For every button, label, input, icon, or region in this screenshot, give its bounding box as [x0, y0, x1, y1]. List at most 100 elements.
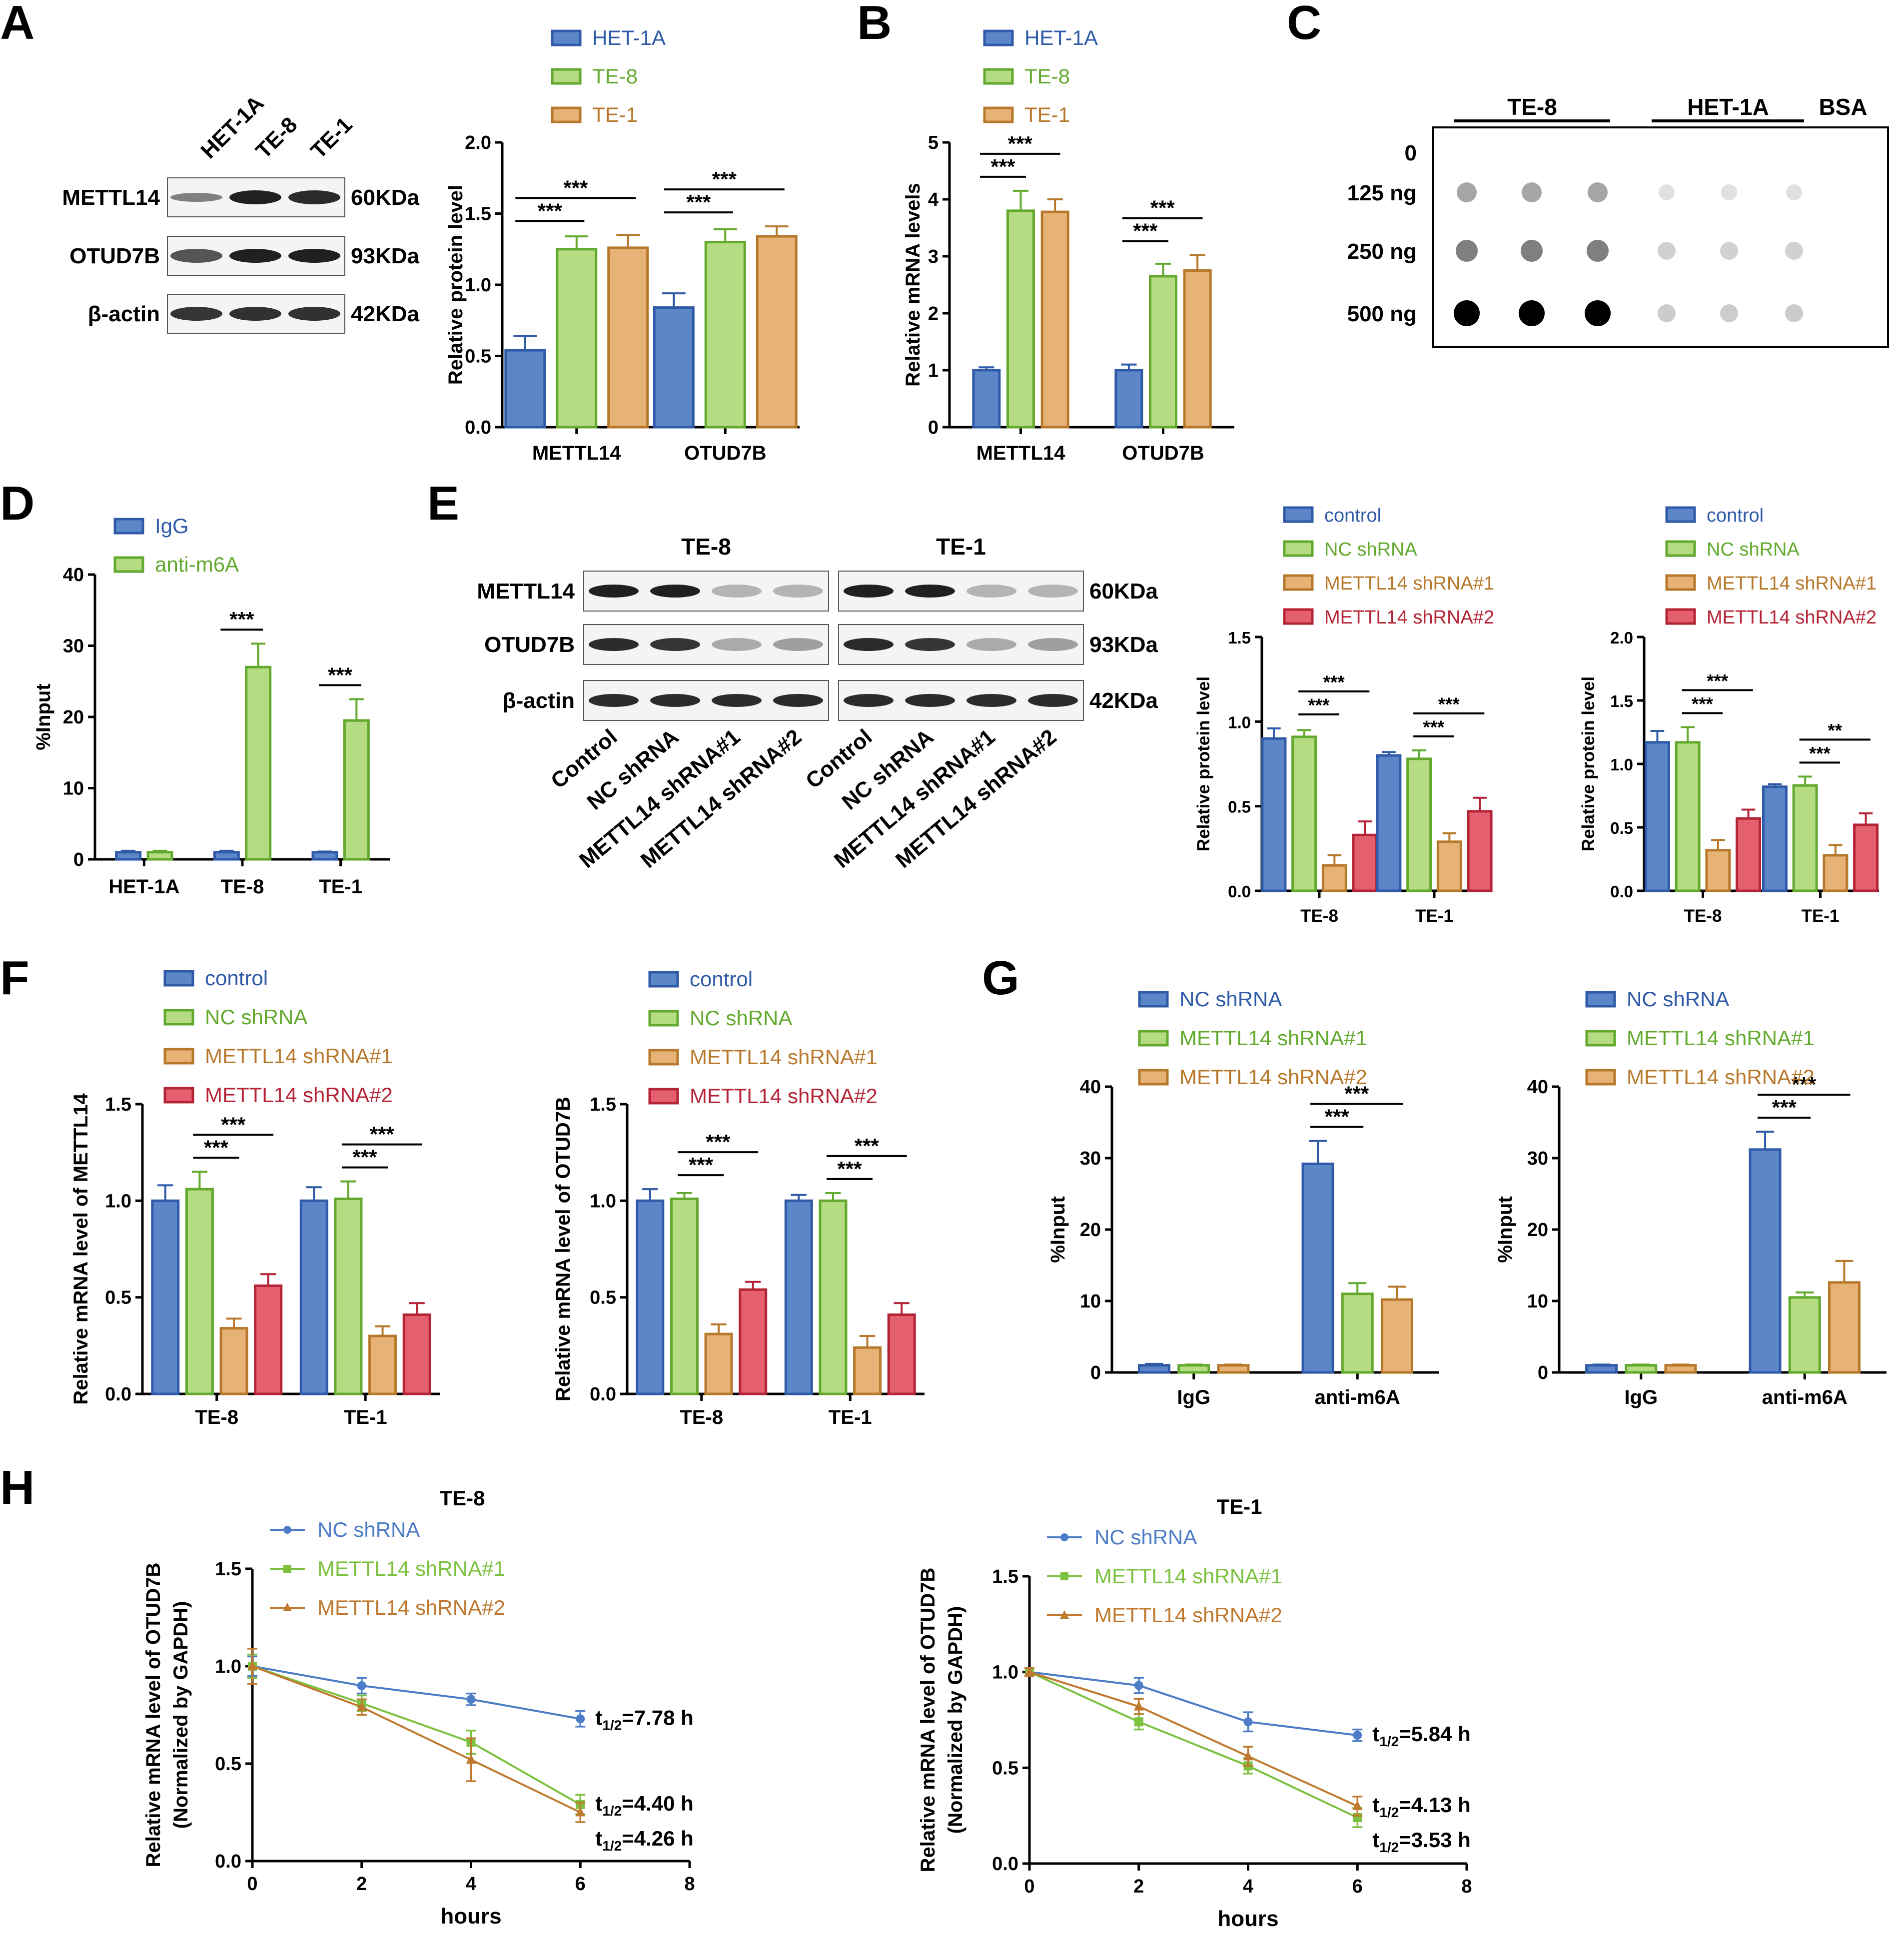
- legend-label: NC shRNA: [1094, 1525, 1197, 1549]
- bar: [1664, 1364, 1697, 1374]
- group-label: TE-8: [1507, 94, 1557, 120]
- bar: [185, 1188, 214, 1395]
- blot-band: [170, 249, 222, 263]
- legend-swatch: [1283, 608, 1314, 625]
- bar: [972, 369, 1001, 429]
- y-tick-label: 20: [1080, 1220, 1101, 1241]
- legend-label: TE-1: [592, 103, 638, 126]
- legend-swatch: [551, 68, 582, 85]
- bar: [1376, 754, 1402, 892]
- bar: [653, 306, 695, 429]
- blot-band: [905, 585, 955, 598]
- legend-label: METTL14 shRNA#1: [1627, 1026, 1815, 1050]
- legend-swatch: [648, 1049, 679, 1066]
- bar: [1467, 810, 1493, 892]
- significance-label: ***: [712, 167, 737, 191]
- x-tick-label: TE-8: [221, 876, 264, 898]
- y-tick-label: 40: [1080, 1077, 1101, 1098]
- legend-label: METTL14 shRNA#1: [1094, 1564, 1282, 1588]
- y-tick-label: 30: [1080, 1148, 1101, 1169]
- bar: [219, 1327, 248, 1395]
- y-tick-label: 1.5: [992, 1566, 1018, 1587]
- bar: [1749, 1148, 1782, 1374]
- y-tick-label: 1.0: [105, 1191, 131, 1212]
- legend-label: NC shRNA: [205, 1005, 307, 1029]
- legend-label: HET-1A: [1024, 26, 1098, 49]
- bar: [1788, 1296, 1821, 1374]
- legend-swatch: [648, 1088, 679, 1105]
- data-point: [466, 1695, 476, 1704]
- x-tick-label: TE-1: [1802, 906, 1840, 926]
- bar: [1644, 741, 1670, 892]
- bar: [334, 1197, 363, 1395]
- y-axis-title: Relative protein level: [1579, 676, 1598, 851]
- blot-band: [589, 694, 639, 707]
- legend-marker: [283, 1603, 292, 1611]
- bar: [739, 1288, 768, 1395]
- legend-label: control: [205, 966, 268, 990]
- legend-swatch: [1138, 991, 1169, 1008]
- data-point: [1352, 1801, 1363, 1810]
- chart-E2: 0.0 0.5 1.0 1.5 2.0 Relative protein level TE-…: [1579, 505, 1879, 926]
- significance-label: ***: [1772, 1096, 1797, 1119]
- blot-band: [650, 638, 700, 651]
- blot-row-label: β-actin: [503, 688, 575, 713]
- x-tick-label: TE-1: [344, 1406, 387, 1428]
- legend-label: HET-1A: [592, 26, 666, 49]
- y-tick-label: 1: [928, 360, 939, 381]
- y-tick-label: 2: [928, 303, 939, 324]
- blot-band: [966, 638, 1016, 651]
- legend-marker: [283, 1526, 291, 1534]
- legend-swatch: [1585, 1069, 1616, 1086]
- y-tick-label: 0.0: [1610, 882, 1633, 901]
- y-axis-title: %Input: [1047, 1196, 1069, 1263]
- legend-swatch: [163, 1087, 194, 1104]
- significance-label: ***: [1692, 693, 1714, 714]
- panel-letter-H: H: [0, 1461, 34, 1514]
- dot-row-label: 125 ng: [1347, 181, 1417, 205]
- legend-label: METTL14 shRNA#1: [317, 1557, 505, 1580]
- legend-label: NC shRNA: [690, 1006, 792, 1030]
- y-tick-label: 1.5: [1610, 692, 1633, 710]
- bar: [784, 1199, 813, 1395]
- blot-row-label: OTUD7B: [69, 244, 160, 268]
- bar: [704, 241, 746, 429]
- blot-band: [1028, 638, 1078, 651]
- group-label: TE-1: [936, 534, 986, 560]
- blot-band: [844, 638, 894, 651]
- blot-band: [844, 694, 894, 707]
- blot-band: [650, 585, 700, 598]
- x-tick-label: 6: [575, 1874, 586, 1895]
- bar: [704, 1332, 733, 1395]
- series-line: [252, 1665, 581, 1720]
- y-tick-label: 1.5: [465, 204, 491, 225]
- bar: [254, 1284, 283, 1395]
- legend-swatch: [551, 29, 582, 46]
- bar: [146, 851, 173, 861]
- legend-label: METTL14 shRNA#2: [690, 1084, 878, 1108]
- legend-label: METTL14 shRNA#1: [1707, 573, 1877, 594]
- blot-row-label: METTL14: [62, 185, 160, 210]
- y-tick-label: 0.0: [1228, 882, 1251, 901]
- blot-band: [650, 694, 700, 707]
- dot-row-label: 500 ng: [1347, 302, 1417, 326]
- chart-F1: 0.0 0.5 1.0 1.5 Relative mRNA level of METTL…: [70, 966, 440, 1428]
- legend-label: NC shRNA: [1707, 539, 1800, 560]
- legend-label: METTL14 shRNA#1: [690, 1045, 878, 1069]
- legend-label: TE-8: [1024, 64, 1070, 88]
- x-tick-label: METTL14: [532, 442, 622, 464]
- legend-label: control: [690, 967, 753, 991]
- bar: [1177, 1364, 1210, 1374]
- bar: [756, 235, 798, 429]
- chart-G2: 0 10 20 30 40 %Input IgG anti-m6A ****** NC shRNA…: [1494, 987, 1887, 1408]
- y-tick-label: 1.0: [465, 275, 491, 296]
- y-tick-label: 0.5: [1610, 819, 1633, 837]
- significance-label: ***: [1792, 1073, 1817, 1096]
- bar: [636, 1199, 665, 1395]
- legend-label: METTL14 shRNA#2: [1094, 1603, 1282, 1627]
- x-tick-label: TE-1: [1415, 906, 1453, 926]
- legend-swatch: [1283, 506, 1314, 523]
- significance-label: ***: [689, 1153, 714, 1177]
